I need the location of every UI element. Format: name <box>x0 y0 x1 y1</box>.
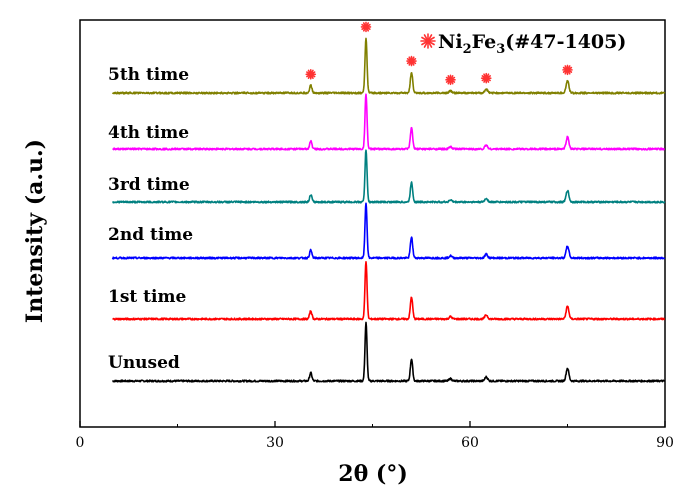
x-axis-title: 2θ (°) <box>338 461 407 487</box>
series-label: 3rd time <box>108 175 190 195</box>
peak-marker-icon <box>406 55 417 67</box>
legend-star-shape <box>420 33 436 49</box>
peak-marker-icon <box>360 21 372 33</box>
series-label: 5th time <box>108 65 189 85</box>
series-line-1 <box>112 260 666 321</box>
peak-marker-icon <box>480 72 492 84</box>
legend-label-sub1: 2 <box>463 42 472 57</box>
series-line-5 <box>111 37 666 95</box>
x-tick-label: 90 <box>656 435 674 451</box>
x-tick-label: 0 <box>76 435 85 451</box>
series-layer: Unused 1st time 2nd time 3rd time 4th time 5t… <box>108 37 666 383</box>
series-label: 2nd time <box>108 225 193 245</box>
series-label: 4th time <box>108 123 189 143</box>
y-axis-title: Intensity (a.u.) <box>22 139 48 323</box>
series-line-4 <box>112 93 666 151</box>
peak-marker-icon <box>305 68 317 80</box>
peak-marker-layer <box>305 21 573 86</box>
legend-label: Ni2Fe3(#47-1405) <box>438 31 626 57</box>
legend-star-icon <box>420 33 436 49</box>
series-label: Unused <box>108 353 180 373</box>
series-line-2 <box>111 202 666 260</box>
series-label: 1st time <box>108 287 186 307</box>
x-tick-label: 60 <box>461 435 479 451</box>
x-axis-ticks: 0 30 60 90 <box>76 421 674 451</box>
legend-label-prefix: Ni <box>438 31 463 53</box>
peak-marker-icon <box>562 64 573 76</box>
series-line-0 <box>112 321 666 383</box>
x-tick-label: 30 <box>266 435 284 451</box>
legend-label-suffix: (#47-1405) <box>505 31 626 53</box>
legend-label-sub2: 3 <box>496 42 505 57</box>
peak-marker-icon <box>445 74 456 86</box>
legend: Ni2Fe3(#47-1405) <box>420 31 626 57</box>
legend-label-mid: Fe <box>472 31 497 53</box>
series-line-3 <box>112 149 666 204</box>
